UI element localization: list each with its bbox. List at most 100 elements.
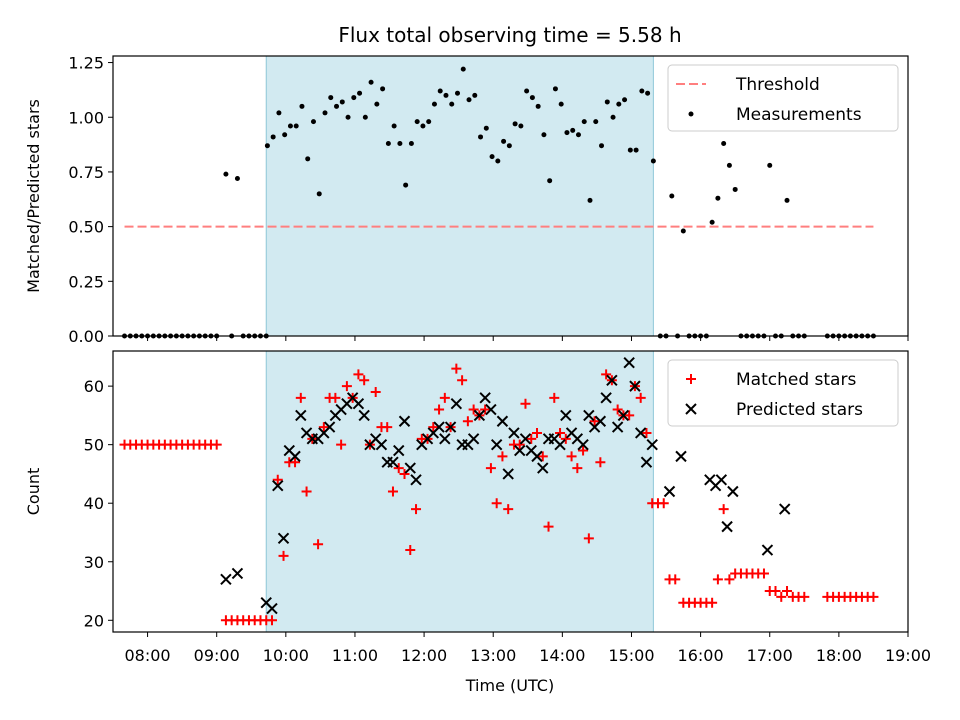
data-point — [611, 421, 624, 433]
data-point — [313, 539, 324, 550]
data-point — [403, 182, 409, 188]
data-point — [634, 427, 647, 439]
data-point — [640, 456, 653, 468]
data-point — [231, 567, 244, 580]
legend-label: Measurements — [736, 105, 862, 125]
data-point — [341, 381, 352, 392]
data-point — [323, 421, 336, 433]
x-axis-label: Time (UTC) — [465, 676, 554, 695]
data-point — [721, 141, 727, 146]
data-point — [473, 409, 486, 422]
data-point — [508, 427, 520, 439]
data-point — [211, 439, 222, 450]
data-point — [457, 375, 468, 386]
data-point — [450, 397, 463, 410]
data-point — [405, 545, 416, 556]
data-point — [675, 450, 687, 463]
data-point — [223, 171, 229, 177]
legend-label: Predicted stars — [736, 400, 863, 420]
data-point — [514, 444, 526, 457]
data-point — [480, 404, 491, 415]
data-point — [581, 119, 587, 125]
x-tick-label: 12:00 — [401, 646, 447, 665]
data-point — [578, 445, 589, 456]
data-point — [328, 95, 334, 101]
data-point — [462, 416, 473, 427]
legend-swatch — [686, 374, 696, 384]
data-point — [547, 178, 553, 184]
data-point — [583, 533, 594, 544]
data-point — [460, 66, 466, 72]
data-point — [535, 103, 541, 109]
x-tick-label: 14:00 — [539, 646, 585, 665]
data-point — [399, 468, 410, 479]
data-point — [295, 409, 307, 422]
data-point — [732, 186, 738, 192]
data-point — [520, 398, 531, 409]
data-point — [758, 568, 769, 579]
data-point — [531, 450, 543, 463]
data-point — [299, 103, 305, 109]
data-point — [645, 90, 651, 96]
data-point — [622, 97, 628, 103]
data-point — [767, 162, 773, 168]
data-point — [479, 392, 491, 404]
data-point — [612, 404, 623, 415]
data-point — [272, 479, 284, 492]
data-point — [485, 463, 496, 474]
data-point — [305, 156, 311, 162]
data-point — [524, 88, 530, 94]
data-point — [779, 503, 791, 515]
data-point — [718, 504, 729, 515]
data-point — [357, 90, 363, 96]
data-point — [370, 386, 381, 397]
data-point — [506, 143, 512, 149]
x-tick-label: 11:00 — [332, 646, 378, 665]
data-point — [868, 591, 879, 602]
data-point — [560, 433, 571, 444]
data-point — [339, 99, 345, 105]
legend-swatch — [685, 403, 697, 415]
data-point — [439, 433, 451, 445]
y-tick-label: 0.25 — [68, 272, 104, 291]
y-axis-label: Matched/Predicted stars — [24, 99, 43, 293]
data-point — [318, 422, 329, 433]
data-point — [572, 463, 583, 474]
observing-window — [265, 350, 654, 633]
data-point — [397, 141, 403, 146]
data-point — [670, 574, 681, 585]
y-tick-label: 30 — [84, 553, 104, 572]
x-tick-label: 10:00 — [263, 646, 309, 665]
y-tick-label: 1.25 — [68, 54, 104, 73]
plot-frame — [112, 55, 909, 337]
ratio-panel: 0.00 0.25 0.50 0.75 1.00 1.25 Matched/Predicte… — [24, 54, 909, 346]
data-point — [599, 143, 605, 149]
data-point — [627, 147, 633, 153]
data-point — [726, 162, 732, 168]
data-point — [276, 110, 282, 116]
data-point — [316, 191, 322, 197]
data-point — [537, 462, 549, 474]
y-tick-label: 0.50 — [68, 218, 104, 237]
data-point — [451, 363, 462, 374]
data-point — [623, 357, 635, 369]
data-point — [650, 158, 656, 164]
y-tick-label: 20 — [84, 611, 104, 630]
data-point — [541, 132, 547, 138]
data-point — [387, 486, 398, 497]
data-point — [428, 422, 439, 433]
data-point — [577, 438, 589, 451]
data-point — [322, 110, 328, 116]
data-point — [593, 119, 599, 125]
data-point — [434, 404, 445, 415]
data-point — [712, 574, 723, 585]
y-tick-label: 60 — [84, 377, 104, 396]
data-point — [485, 403, 497, 416]
data-point — [310, 119, 316, 125]
chart-title: Flux total observing time = 5.58 h — [338, 23, 681, 47]
data-point — [532, 427, 542, 438]
data-point — [437, 88, 443, 94]
data-point — [387, 456, 399, 468]
data-point — [549, 392, 560, 403]
data-point — [334, 103, 340, 109]
